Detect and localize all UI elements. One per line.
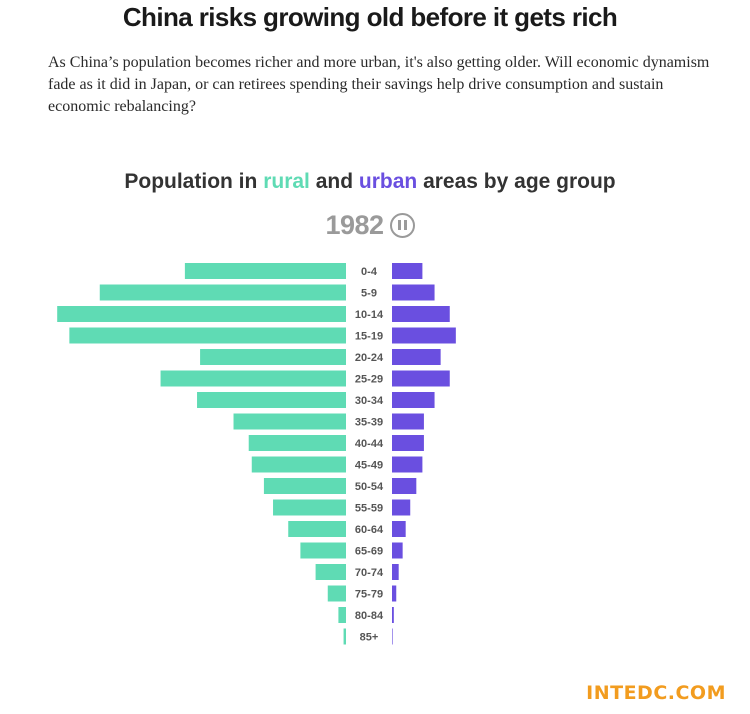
urban-bar-15-19 — [392, 327, 456, 344]
urban-bar-20-24 — [392, 349, 441, 365]
rural-bar-75-79 — [327, 585, 346, 602]
urban-bar-85+ — [392, 628, 393, 645]
age-label-70-74: 70-74 — [355, 567, 384, 579]
age-label-20-24: 20-24 — [355, 352, 384, 364]
urban-bar-60-64 — [392, 521, 406, 537]
urban-bar-50-54 — [392, 478, 417, 494]
year-controls: 1982 — [0, 210, 740, 240]
age-label-45-49: 45-49 — [355, 460, 383, 472]
age-label-10-14: 10-14 — [355, 309, 384, 321]
rural-bar-35-39 — [233, 413, 346, 430]
age-label-85+: 85+ — [360, 632, 379, 644]
age-label-0-4: 0-4 — [361, 266, 378, 278]
rural-bar-20-24 — [200, 349, 346, 365]
dek-paragraph: As China’s population becomes richer and… — [48, 54, 710, 115]
rural-bar-25-29 — [160, 370, 346, 387]
urban-bar-0-4 — [392, 263, 423, 279]
age-label-55-59: 55-59 — [355, 503, 383, 515]
age-label-75-79: 75-79 — [355, 589, 383, 601]
rural-bar-15-19 — [69, 327, 347, 344]
chart-title-suffix: areas by age group — [417, 170, 616, 193]
headline: China risks growing old before it gets r… — [122, 2, 618, 32]
rural-bar-70-74 — [315, 564, 346, 580]
age-label-50-54: 50-54 — [355, 481, 384, 493]
urban-bar-5-9 — [392, 284, 435, 301]
age-label-40-44: 40-44 — [355, 438, 384, 450]
age-label-15-19: 15-19 — [355, 331, 383, 343]
rural-bar-60-64 — [288, 521, 346, 537]
chart-title-prefix: Population in — [124, 170, 264, 193]
rural-bar-80-84 — [338, 607, 346, 623]
age-label-80-84: 80-84 — [355, 610, 384, 622]
rural-bar-10-14 — [57, 306, 346, 322]
population-pyramid: 0-4 5-9 10-14 15-19 20-24 25-29 30-34 35-39 40-4… — [57, 263, 456, 645]
urban-bar-70-74 — [392, 564, 399, 580]
urban-bar-40-44 — [392, 435, 424, 451]
urban-bar-75-79 — [392, 585, 397, 602]
chart-title-urban: urban — [358, 170, 418, 193]
rural-bar-85+ — [343, 628, 346, 645]
chart-title-middle: and — [309, 170, 359, 193]
urban-bar-30-34 — [392, 392, 435, 408]
age-label-30-34: 30-34 — [355, 395, 384, 407]
age-label-60-64: 60-64 — [355, 524, 384, 536]
year-label: 1982 — [325, 209, 384, 240]
urban-bar-10-14 — [392, 306, 450, 322]
age-label-65-69: 65-69 — [355, 546, 383, 558]
rural-bar-30-34 — [197, 392, 346, 408]
chart-title: Population in rural and urban areas by a… — [0, 170, 740, 194]
rural-bar-50-54 — [263, 478, 346, 494]
rural-bar-40-44 — [248, 435, 346, 451]
age-label-5-9: 5-9 — [361, 288, 377, 300]
age-label-25-29: 25-29 — [355, 374, 383, 386]
brand-watermark: INTEDC.COM — [586, 682, 726, 704]
urban-bar-35-39 — [392, 413, 424, 430]
rural-bar-45-49 — [251, 456, 346, 473]
age-label-35-39: 35-39 — [355, 417, 383, 429]
urban-bar-45-49 — [392, 456, 423, 473]
urban-bar-25-29 — [392, 370, 450, 387]
chart-title-rural: rural — [263, 170, 310, 193]
pause-circle-icon[interactable] — [389, 212, 415, 238]
urban-bar-80-84 — [392, 607, 394, 623]
rural-bar-65-69 — [300, 542, 346, 559]
rural-bar-55-59 — [273, 499, 346, 516]
urban-bar-55-59 — [392, 499, 411, 516]
rural-bar-0-4 — [184, 263, 346, 279]
urban-bar-65-69 — [392, 542, 403, 559]
rural-bar-5-9 — [99, 284, 346, 301]
